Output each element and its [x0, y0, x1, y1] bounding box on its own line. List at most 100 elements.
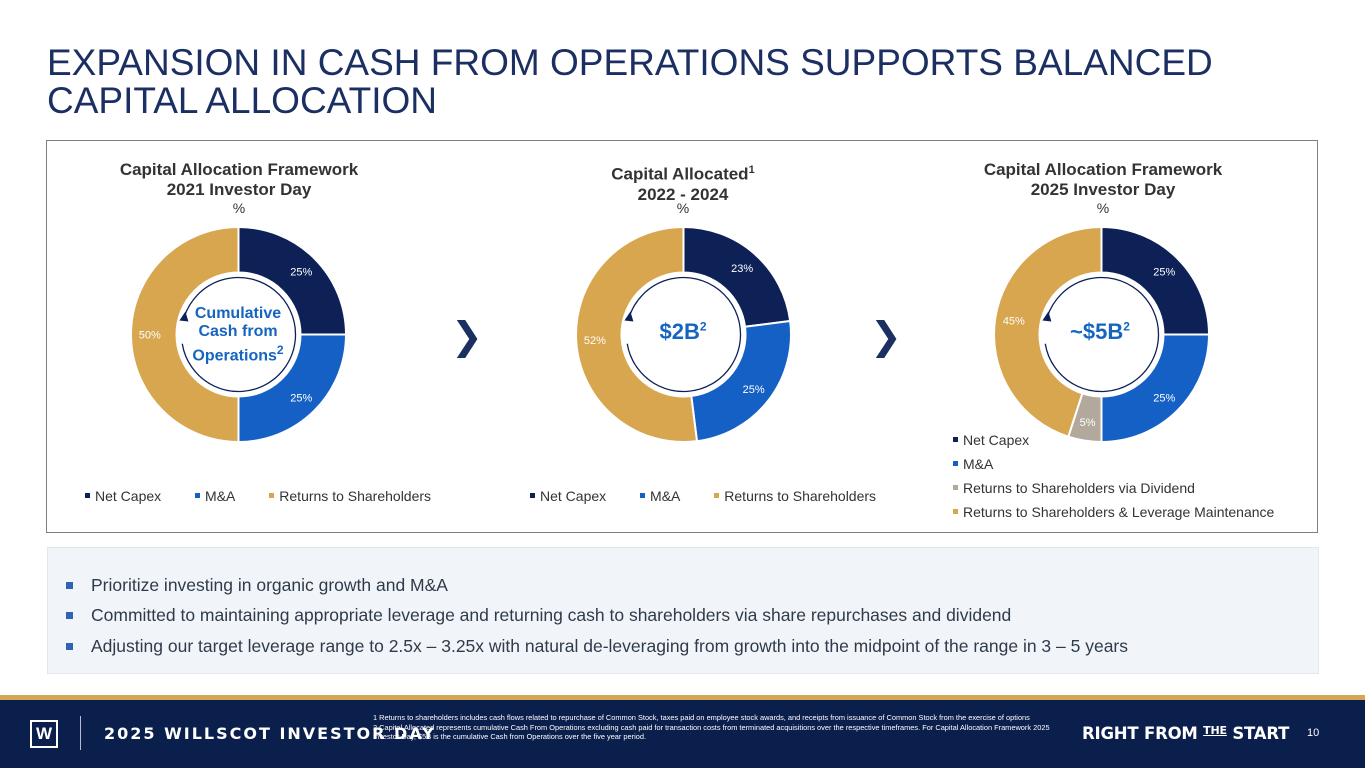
slice-value-label: 23%: [731, 263, 753, 275]
chart-2-title-line1: Capital Allocated1: [533, 160, 833, 185]
legend-swatch-net-capex: [530, 493, 535, 498]
footer: W 2025 WILLSCOT INVESTOR DAY 1 Returns t…: [0, 700, 1365, 768]
slice-value-label: 45%: [1003, 316, 1025, 328]
cycle-arrowhead-icon: [179, 311, 189, 322]
donut-slice-net-capex: [682, 225, 792, 328]
legend-item-mna: M&A: [195, 488, 235, 504]
legend-label: Returns to Shareholders: [279, 487, 432, 504]
bullet-text: Adjusting our target leverage range to 2…: [91, 635, 1129, 656]
chevron-right-icon: ❯: [451, 316, 483, 358]
chart-3-donut: 25% 25% 5% 45%: [992, 225, 1211, 444]
legend-swatch-returns: [269, 493, 275, 498]
legend-swatch-returns: [714, 493, 720, 498]
legend-label: M&A: [650, 487, 681, 504]
bullet-square-icon: [66, 581, 73, 589]
legend-item-returns: Returns to Shareholders: [714, 488, 876, 504]
bullet-item: Adjusting our target leverage range to 2…: [66, 631, 1318, 662]
legend-item-net-capex: Net Capex: [953, 431, 1274, 448]
chart-1-title: Capital Allocation Framework 2021 Invest…: [89, 160, 389, 200]
bullet-item: Prioritize investing in organic growth a…: [66, 570, 1318, 601]
slice-value-label: 25%: [290, 392, 312, 404]
slice-value-label: 25%: [1153, 392, 1175, 404]
tagline-part-3: START: [1226, 724, 1290, 743]
donut-slice-mna: [237, 333, 348, 444]
slice-value-label: 50%: [139, 330, 161, 342]
chart-3-title-line1: Capital Allocation Framework: [983, 160, 1223, 179]
legend-label: Returns to Shareholders via Dividend: [963, 479, 1195, 496]
chart-2-legend: Net Capex M&A Returns to Shareholders: [530, 485, 876, 504]
chart-1-donut: 25% 25% 50%: [130, 225, 348, 444]
event-name: 2025 WILLSCOT INVESTOR DAY: [104, 724, 436, 743]
chart-3-legend: Net Capex M&A Returns to Shareholders vi…: [953, 431, 1274, 527]
chart-3-unit: %: [1096, 200, 1110, 216]
legend-item-dividend: Returns to Shareholders via Dividend: [953, 479, 1274, 496]
chart-1-title-line1: Capital Allocation Framework: [119, 160, 359, 179]
legend-item-returns: Returns to Shareholders: [269, 488, 431, 504]
footnote-1: 1 Returns to shareholders includes cash …: [373, 713, 1030, 722]
legend-label: Net Capex: [95, 487, 162, 504]
chart-1-title-line2: 2021 Investor Day: [166, 180, 312, 199]
bullet-text: Committed to maintaining appropriate lev…: [91, 605, 1012, 626]
legend-label: Net Capex: [540, 487, 607, 504]
donut-slice-net-capex: [237, 225, 348, 336]
donut-slice-net-capex: [1100, 225, 1211, 336]
bullet-item: Committed to maintaining appropriate lev…: [66, 601, 1318, 632]
bullet-square-icon: [66, 642, 73, 650]
slice-value-label: 25%: [1153, 267, 1175, 279]
tagline-part-2: THE: [1203, 724, 1227, 737]
chart-1-center-line1: Cumulative: [194, 305, 282, 322]
cycle-arrow-icon: [626, 276, 742, 393]
legend-item-net-capex: Net Capex: [85, 488, 161, 504]
legend-swatch-net-capex: [953, 437, 958, 442]
chart-2-title: Capital Allocated1 2022 - 2024: [533, 160, 833, 205]
legend-item-mna: M&A: [640, 488, 680, 504]
legend-swatch-returns-leverage: [953, 509, 958, 514]
chart-1-center-label: Cumulative Cash from Operations2: [178, 305, 298, 365]
chart-1-center-line3: Operations2: [178, 341, 298, 365]
footnotes: 1 Returns to shareholders includes cash …: [373, 713, 1068, 742]
chart-1-center-line3-text: Operations: [192, 347, 277, 365]
chart-1-unit: %: [232, 200, 246, 216]
chart-2-center-text: $2B: [659, 319, 700, 344]
footer-accent-line: [0, 695, 1365, 700]
tagline: RIGHT FROM THE START: [1082, 724, 1289, 743]
slice-value-label: 25%: [743, 384, 765, 396]
legend-item-returns-leverage: Returns to Shareholders & Leverage Maint…: [953, 503, 1274, 520]
slice-value-label: 5%: [1080, 417, 1096, 429]
chevron-right-icon: ❯: [870, 316, 902, 358]
chart-2-center-label: $2B2: [633, 319, 733, 345]
cycle-arrow-icon: [1044, 276, 1160, 393]
page-title: EXPANSION IN CASH FROM OPERATIONS SUPPOR…: [47, 42, 1213, 121]
legend-swatch-dividend: [953, 485, 958, 490]
legend-swatch-mna: [953, 461, 958, 466]
legend-swatch-mna: [195, 493, 201, 498]
chart-3-center-label: ~$5B2: [1050, 319, 1150, 345]
slice-value-label: 25%: [290, 267, 312, 279]
donut-slice-mna: [690, 319, 792, 443]
cycle-arrowhead-icon: [624, 311, 634, 322]
chart-2-title-text: Capital Allocated: [611, 164, 749, 184]
legend-label: Returns to Shareholders & Leverage Maint…: [963, 503, 1275, 520]
legend-label: Returns to Shareholders: [724, 487, 877, 504]
chart-3-title: Capital Allocation Framework 2025 Invest…: [953, 160, 1253, 200]
footnote-2: 2 Capital Allocated represents cumulativ…: [373, 722, 1050, 742]
cycle-arrowhead-icon: [1042, 311, 1052, 322]
tagline-part-1: RIGHT FROM: [1082, 724, 1204, 743]
chart-2-center-sup: 2: [699, 319, 707, 334]
chart-3-center-sup: 2: [1123, 319, 1130, 334]
bullet-text: Prioritize investing in organic growth a…: [91, 574, 448, 595]
chart-2-unit: %: [676, 200, 690, 216]
cycle-arrow-icon: [181, 276, 297, 393]
chart-1-legend: Net Capex M&A Returns to Shareholders: [85, 485, 431, 504]
footer-divider: [80, 716, 81, 750]
donut-slice-returns-leverage: [992, 225, 1103, 439]
donut-slice-returns: [575, 225, 699, 443]
legend-label: M&A: [963, 455, 994, 472]
chart-2-donut: 23% 25% 52%: [575, 225, 792, 443]
legend-label: M&A: [205, 487, 236, 504]
willscot-logo: W: [30, 720, 58, 748]
donut-slice-mna: [1100, 333, 1211, 444]
chart-1-center-sup: 2: [276, 343, 284, 357]
bullet-square-icon: [66, 612, 73, 620]
donut-slice-returns: [130, 225, 240, 444]
